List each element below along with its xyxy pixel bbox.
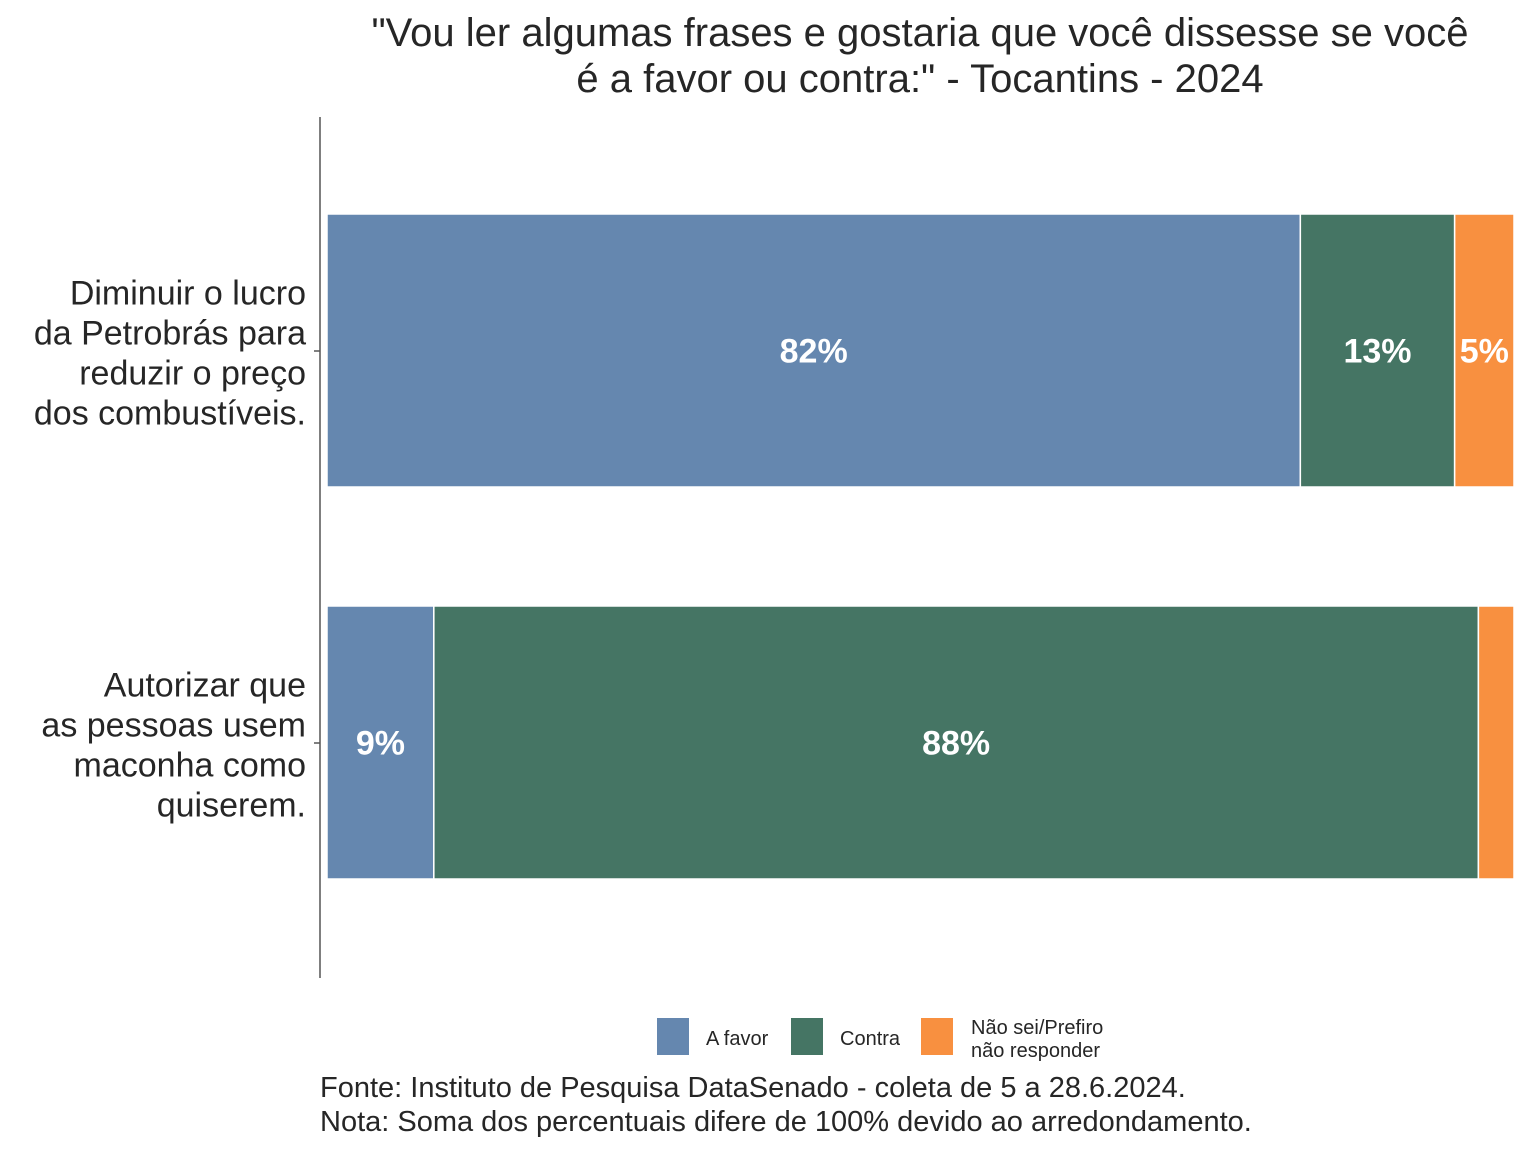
- category-label: quiserem.: [157, 787, 306, 825]
- chart-title-line-1: "Vou ler algumas frases e gostaria que v…: [371, 11, 1468, 55]
- legend-swatch: [921, 1018, 953, 1055]
- legend-swatch: [657, 1018, 689, 1055]
- category-label: as pessoas usem: [41, 707, 306, 745]
- data-label: 9%: [356, 725, 405, 763]
- category-label: reduzir o preço: [79, 355, 306, 393]
- bar-segment: [1477, 605, 1515, 880]
- bar-segment: [326, 605, 435, 880]
- category-label: Diminuir o lucro: [70, 275, 306, 313]
- legend-label: A favor: [706, 1028, 769, 1050]
- data-label: 13%: [1343, 333, 1411, 371]
- legend-label: não responder: [971, 1040, 1100, 1062]
- data-label: 5%: [1460, 333, 1509, 371]
- data-label: 82%: [780, 333, 848, 371]
- bar-segment: [326, 213, 1302, 488]
- legend-label: Não sei/Prefiro: [971, 1017, 1103, 1039]
- chart-title-line-2: é a favor ou contra:" - Tocantins - 2024: [576, 57, 1263, 101]
- category-label: maconha como: [74, 747, 306, 785]
- bar-segment: [1453, 213, 1515, 488]
- legend-swatch: [791, 1018, 823, 1055]
- source-note: Fonte: Instituto de Pesquisa DataSenado …: [320, 1072, 1186, 1104]
- data-label: 88%: [922, 725, 990, 763]
- bar-segment: [433, 605, 1480, 880]
- bar-segment: [1299, 213, 1456, 488]
- category-label: Autorizar que: [104, 667, 306, 705]
- legend-label: Contra: [840, 1028, 901, 1050]
- category-label: dos combustíveis.: [34, 395, 306, 433]
- footnote: Nota: Soma dos percentuais difere de 100…: [320, 1106, 1252, 1138]
- category-label: da Petrobrás para: [34, 315, 306, 353]
